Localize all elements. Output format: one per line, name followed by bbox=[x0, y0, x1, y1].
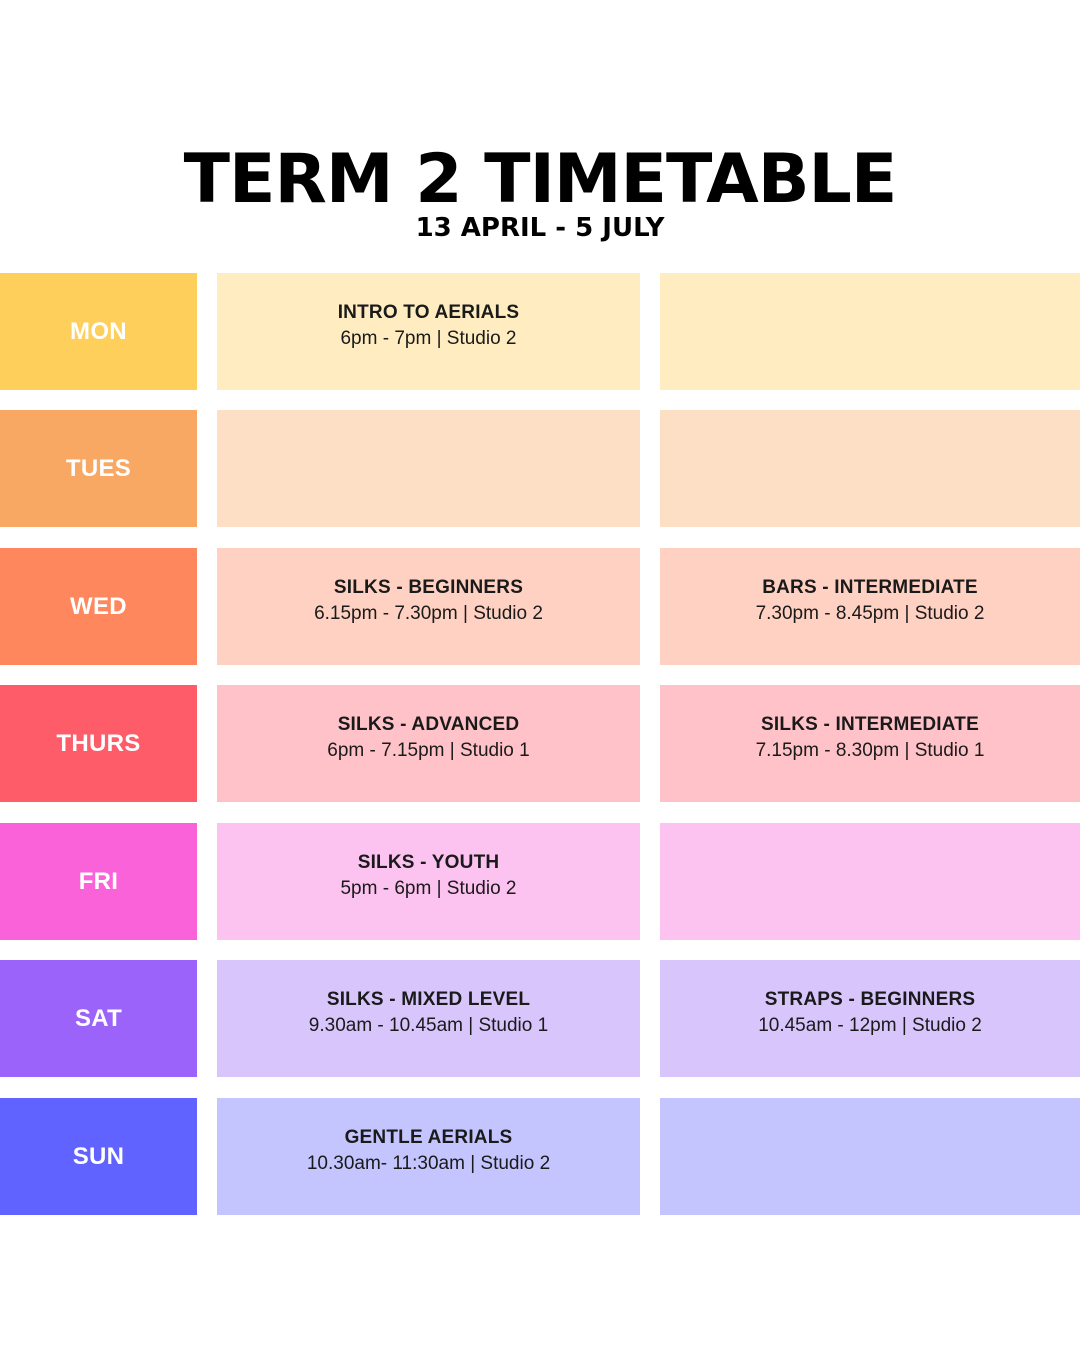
class-slot: SILKS - BEGINNERS 6.15pm - 7.30pm | Stud… bbox=[217, 548, 640, 665]
class-slot bbox=[660, 823, 1080, 940]
date-range: 13 APRIL - 5 JULY bbox=[415, 213, 665, 243]
day-cell-fri: FRI bbox=[0, 823, 197, 940]
day-cell-wed: WED bbox=[0, 548, 197, 665]
day-cell-sat: SAT bbox=[0, 960, 197, 1077]
class-time: 6.15pm - 7.30pm | Studio 2 bbox=[314, 602, 543, 624]
timetable-row-thurs: THURS SILKS - ADVANCED 6pm - 7.15pm | St… bbox=[0, 685, 1080, 802]
class-slot bbox=[660, 410, 1080, 527]
class-time: 6pm - 7.15pm | Studio 1 bbox=[327, 739, 530, 761]
class-name: BARS - INTERMEDIATE bbox=[762, 576, 978, 598]
class-slot: SILKS - MIXED LEVEL 9.30am - 10.45am | S… bbox=[217, 960, 640, 1077]
class-time: 9.30am - 10.45am | Studio 1 bbox=[308, 1014, 549, 1036]
class-time: 6pm - 7pm | Studio 2 bbox=[340, 327, 517, 349]
class-time: 10.30am- 11:30am | Studio 2 bbox=[306, 1152, 551, 1174]
class-slot: SILKS - YOUTH 5pm - 6pm | Studio 2 bbox=[217, 823, 640, 940]
class-name: INTRO TO AERIALS bbox=[337, 301, 520, 323]
class-time: 5pm - 6pm | Studio 2 bbox=[340, 877, 517, 899]
class-name: SILKS - BEGINNERS bbox=[333, 576, 524, 598]
timetable-row-mon: MON INTRO TO AERIALS 6pm - 7pm | Studio … bbox=[0, 273, 1080, 390]
class-slot: STRAPS - BEGINNERS 10.45am - 12pm | Stud… bbox=[660, 960, 1080, 1077]
timetable-row-sun: SUN GENTLE AERIALS 10.30am- 11:30am | St… bbox=[0, 1098, 1080, 1215]
day-label: SUN bbox=[72, 1142, 125, 1170]
class-slot: INTRO TO AERIALS 6pm - 7pm | Studio 2 bbox=[217, 273, 640, 390]
class-name: SILKS - INTERMEDIATE bbox=[761, 713, 979, 735]
class-time: 7.15pm - 8.30pm | Studio 1 bbox=[755, 739, 985, 761]
class-slot bbox=[660, 1098, 1080, 1215]
timetable-row-wed: WED SILKS - BEGINNERS 6.15pm - 7.30pm | … bbox=[0, 548, 1080, 665]
class-name: GENTLE AERIALS bbox=[344, 1126, 513, 1148]
class-time: 10.45am - 12pm | Studio 2 bbox=[758, 1014, 982, 1036]
timetable-row-sat: SAT SILKS - MIXED LEVEL 9.30am - 10.45am… bbox=[0, 960, 1080, 1077]
day-label: SAT bbox=[74, 1004, 123, 1032]
day-label: WED bbox=[70, 592, 127, 620]
class-slot bbox=[660, 273, 1080, 390]
day-cell-thurs: THURS bbox=[0, 685, 197, 802]
class-name: STRAPS - BEGINNERS bbox=[764, 988, 976, 1010]
class-time: 7.30pm - 8.45pm | Studio 2 bbox=[755, 602, 985, 624]
class-slot: BARS - INTERMEDIATE 7.30pm - 8.45pm | St… bbox=[660, 548, 1080, 665]
class-slot: SILKS - INTERMEDIATE 7.15pm - 8.30pm | S… bbox=[660, 685, 1080, 802]
day-label: MON bbox=[70, 317, 127, 345]
class-name: SILKS - ADVANCED bbox=[337, 713, 520, 735]
class-name: SILKS - YOUTH bbox=[357, 851, 500, 873]
day-label: TUES bbox=[65, 454, 132, 482]
day-cell-mon: MON bbox=[0, 273, 197, 390]
class-name: SILKS - MIXED LEVEL bbox=[326, 988, 531, 1010]
class-slot: GENTLE AERIALS 10.30am- 11:30am | Studio… bbox=[217, 1098, 640, 1215]
day-cell-sun: SUN bbox=[0, 1098, 197, 1215]
timetable-row-fri: FRI SILKS - YOUTH 5pm - 6pm | Studio 2 bbox=[0, 823, 1080, 940]
day-cell-tues: TUES bbox=[0, 410, 197, 527]
day-label: THURS bbox=[56, 729, 141, 757]
class-slot bbox=[217, 410, 640, 527]
page-title: TERM 2 TIMETABLE bbox=[183, 140, 898, 219]
day-label: FRI bbox=[78, 867, 119, 895]
class-slot: SILKS - ADVANCED 6pm - 7.15pm | Studio 1 bbox=[217, 685, 640, 802]
timetable-row-tues: TUES bbox=[0, 410, 1080, 527]
